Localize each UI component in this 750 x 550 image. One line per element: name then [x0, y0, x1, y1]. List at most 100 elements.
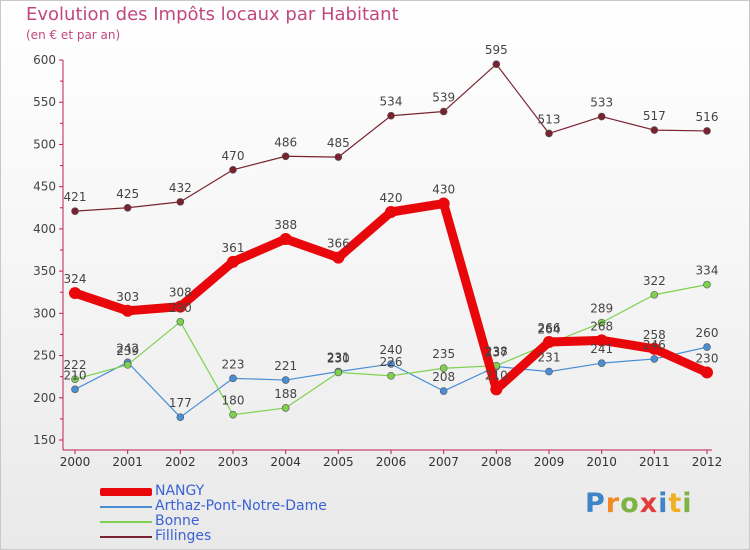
logo-letter: i — [658, 488, 669, 519]
data-label-bonne: 222 — [64, 358, 87, 372]
x-tick-label: 2003 — [218, 455, 249, 469]
logo-letter: x — [639, 488, 659, 519]
x-tick-label: 2012 — [692, 455, 723, 469]
data-label-fillinges: 486 — [274, 135, 297, 149]
y-tick-label: 150 — [33, 433, 56, 447]
data-label-arthaz-pont-notre-dame: 242 — [116, 341, 139, 355]
data-point-arthaz-pont-notre-dame — [703, 343, 711, 351]
data-point-bonne — [176, 317, 185, 326]
data-point-fillinges — [387, 111, 395, 120]
data-point-nangy — [227, 255, 239, 268]
y-tick-label: 550 — [33, 95, 56, 109]
data-point-bonne — [703, 280, 711, 289]
data-label-fillinges: 516 — [696, 110, 719, 124]
data-label-nangy: 324 — [64, 272, 87, 286]
y-tick-label: 500 — [33, 137, 56, 151]
data-point-bonne — [229, 410, 237, 419]
data-point-fillinges — [71, 207, 79, 215]
data-point-arthaz-pont-notre-dame — [71, 385, 79, 394]
x-tick-label: 2011 — [639, 455, 670, 469]
x-tick-label: 2008 — [481, 455, 512, 469]
data-point-bonne — [334, 368, 343, 377]
data-label-fillinges: 432 — [169, 181, 192, 195]
logo-letter: r — [605, 488, 621, 519]
data-point-fillinges — [229, 165, 237, 174]
y-tick-label: 400 — [33, 222, 56, 236]
legend-label-bonne: Bonne — [155, 513, 200, 529]
data-label-fillinges: 533 — [590, 96, 613, 110]
y-tick-label: 450 — [33, 180, 56, 194]
data-label-fillinges: 595 — [485, 43, 508, 57]
logo-letter: i — [682, 488, 693, 519]
data-label-bonne: 264 — [538, 323, 561, 337]
data-label-nangy: 388 — [274, 218, 297, 232]
y-tick-label: 200 — [33, 391, 56, 405]
data-point-fillinges — [545, 129, 553, 138]
data-point-fillinges — [281, 152, 290, 161]
data-point-arthaz-pont-notre-dame — [545, 367, 553, 376]
data-point-arthaz-pont-notre-dame — [229, 374, 237, 383]
data-point-fillinges — [334, 153, 343, 161]
data-label-fillinges: 421 — [64, 190, 87, 204]
data-label-arthaz-pont-notre-dame: 221 — [274, 359, 297, 373]
data-label-arthaz-pont-notre-dame: 177 — [169, 396, 192, 410]
data-label-nangy: 361 — [222, 241, 245, 255]
x-tick-label: 2001 — [112, 455, 143, 469]
data-label-arthaz-pont-notre-dame: 231 — [538, 351, 561, 365]
x-tick-label: 2009 — [534, 455, 565, 469]
data-point-fillinges — [123, 203, 132, 212]
legend-label-arthaz: Arthaz-Pont-Notre-Dame — [155, 498, 327, 514]
y-tick-label: 350 — [33, 264, 56, 278]
data-point-nangy — [174, 300, 187, 313]
data-label-nangy: 303 — [116, 290, 139, 304]
data-label-arthaz-pont-notre-dame: 208 — [432, 370, 455, 384]
data-label-nangy: 366 — [327, 237, 350, 251]
data-label-arthaz-pont-notre-dame: 240 — [380, 343, 403, 357]
data-label-fillinges: 534 — [380, 95, 403, 109]
chart-title: Evolution des Impôts locaux par Habitant — [26, 4, 399, 25]
data-point-nangy — [69, 287, 81, 300]
logo-letter: t — [668, 488, 683, 519]
chart-subtitle: (en € et par an) — [26, 28, 121, 42]
data-label-nangy: 230 — [696, 351, 719, 365]
data-point-nangy — [595, 334, 608, 347]
data-label-fillinges: 539 — [432, 91, 455, 105]
data-label-arthaz-pont-notre-dame: 241 — [590, 342, 613, 356]
logo-letter: o — [620, 488, 640, 519]
data-label-fillinges: 513 — [538, 112, 561, 126]
data-point-nangy — [490, 383, 503, 396]
data-label-bonne: 188 — [274, 387, 297, 401]
data-label-nangy: 308 — [169, 286, 192, 300]
data-label-nangy: 268 — [590, 319, 613, 333]
x-tick-label: 2004 — [270, 455, 301, 469]
x-tick-label: 2010 — [586, 455, 617, 469]
data-point-nangy — [701, 366, 713, 379]
data-label-bonne: 289 — [590, 302, 613, 316]
data-point-bonne — [439, 364, 448, 373]
data-label-nangy: 420 — [380, 191, 403, 205]
data-point-fillinges — [597, 112, 606, 121]
data-label-bonne: 334 — [696, 264, 719, 278]
data-point-nangy — [279, 233, 292, 246]
data-label-bonne: 239 — [116, 344, 139, 358]
data-point-fillinges — [650, 126, 659, 134]
data-label-bonne: 235 — [432, 347, 455, 361]
data-point-bonne — [123, 361, 132, 369]
data-point-bonne — [71, 375, 79, 384]
legend-swatch-bonne — [100, 521, 152, 523]
data-label-fillinges: 485 — [327, 136, 350, 150]
data-point-bonne — [387, 372, 395, 380]
data-label-bonne: 180 — [222, 394, 245, 408]
legend-swatch-nangy — [100, 488, 152, 496]
legend-label-nangy: NANGY — [155, 483, 205, 499]
data-label-fillinges: 517 — [643, 109, 666, 123]
data-point-arthaz-pont-notre-dame — [650, 355, 659, 363]
y-tick-label: 300 — [33, 306, 56, 320]
x-tick-label: 2002 — [165, 455, 196, 469]
data-point-bonne — [281, 404, 290, 412]
legend-label-fillinges: Fillinges — [155, 528, 212, 544]
data-point-arthaz-pont-notre-dame — [597, 359, 606, 367]
data-point-nangy — [543, 336, 555, 349]
